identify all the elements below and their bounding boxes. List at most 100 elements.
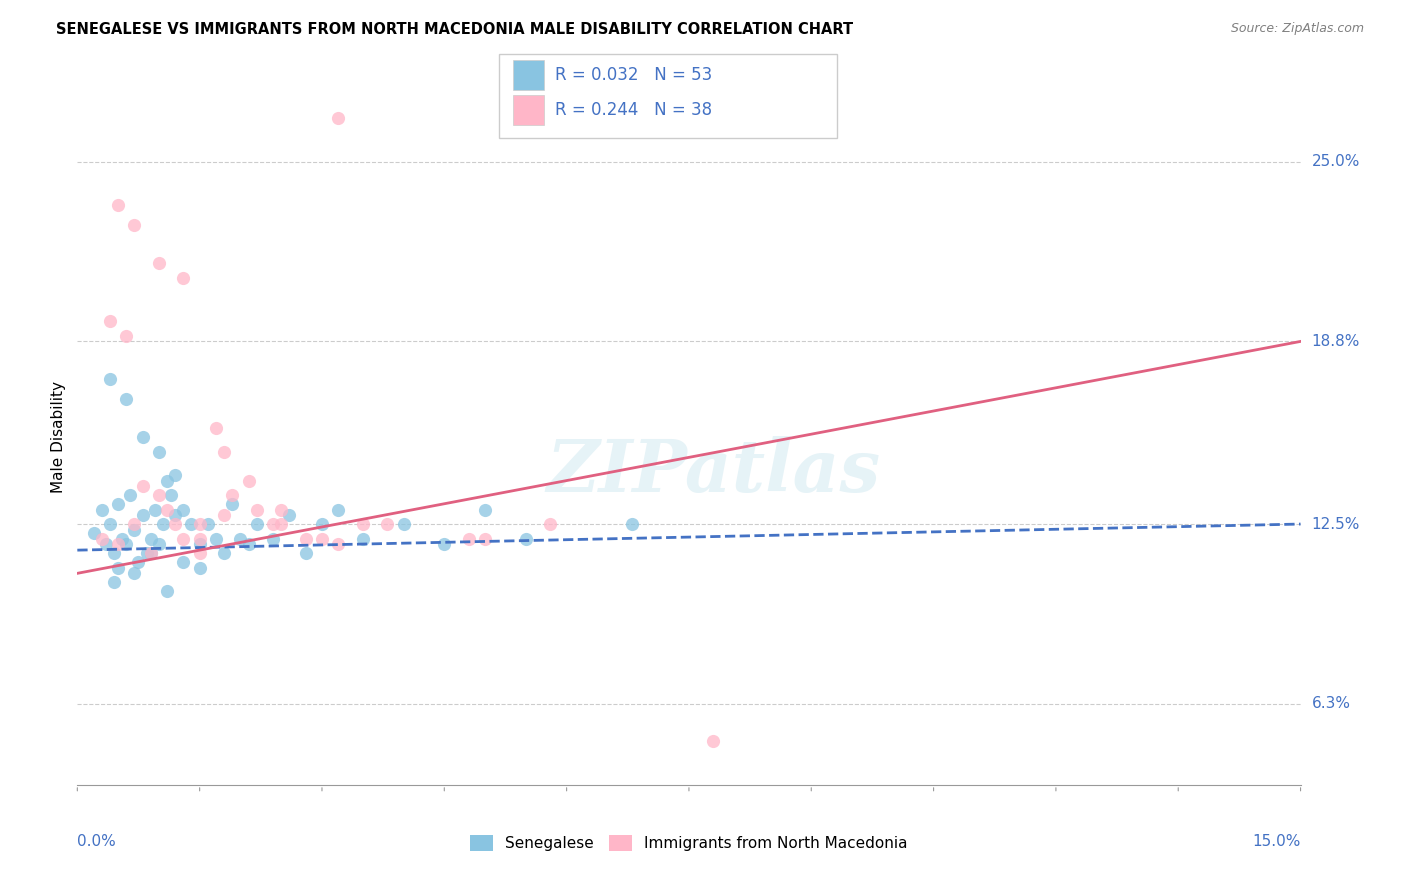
Point xyxy=(172,555,194,569)
Point xyxy=(375,517,398,532)
Point xyxy=(124,219,146,233)
Point xyxy=(131,430,153,444)
Point xyxy=(124,566,146,581)
Text: 6.3%: 6.3% xyxy=(1312,697,1351,711)
Point xyxy=(188,560,211,574)
Point xyxy=(107,198,129,212)
Point xyxy=(98,517,121,532)
Point xyxy=(278,508,301,523)
Point xyxy=(205,421,228,435)
Y-axis label: Male Disability: Male Disability xyxy=(51,381,66,493)
Point xyxy=(238,537,260,551)
Point xyxy=(188,517,211,532)
Point xyxy=(229,532,252,546)
Point xyxy=(294,546,316,560)
Point xyxy=(188,546,211,560)
Point xyxy=(135,546,157,560)
Point xyxy=(221,497,243,511)
Point xyxy=(165,517,187,532)
Point xyxy=(457,532,479,546)
Point xyxy=(156,583,179,598)
Point xyxy=(115,392,138,407)
Point xyxy=(156,474,179,488)
Point xyxy=(238,474,260,488)
Point xyxy=(262,532,284,546)
Point xyxy=(433,537,456,551)
Point xyxy=(111,532,134,546)
Text: Source: ZipAtlas.com: Source: ZipAtlas.com xyxy=(1230,22,1364,36)
Point xyxy=(148,488,170,502)
Point xyxy=(212,546,235,560)
Text: ZIPatlas: ZIPatlas xyxy=(547,436,880,508)
Point xyxy=(702,734,724,748)
Point xyxy=(328,502,350,516)
Point xyxy=(221,488,243,502)
Point xyxy=(188,532,211,546)
Text: R = 0.244   N = 38: R = 0.244 N = 38 xyxy=(555,101,713,119)
Point xyxy=(352,532,374,546)
Point xyxy=(246,517,269,532)
Point xyxy=(172,270,194,285)
Point xyxy=(152,517,174,532)
Point xyxy=(311,517,333,532)
Point xyxy=(127,555,149,569)
Point xyxy=(103,574,125,589)
Point xyxy=(90,502,112,516)
Point xyxy=(156,502,179,516)
Point xyxy=(205,532,228,546)
Point xyxy=(328,112,350,126)
Point xyxy=(270,502,292,516)
Point xyxy=(98,314,121,328)
Point xyxy=(515,532,537,546)
Point xyxy=(148,444,170,458)
Point xyxy=(115,537,138,551)
Point xyxy=(270,517,292,532)
Text: 15.0%: 15.0% xyxy=(1253,834,1301,848)
Point xyxy=(139,532,162,546)
Point xyxy=(474,532,496,546)
Point xyxy=(120,488,142,502)
Point xyxy=(352,517,374,532)
Point xyxy=(94,537,117,551)
Point xyxy=(107,560,129,574)
Point xyxy=(148,256,170,270)
Point xyxy=(165,508,187,523)
Point xyxy=(212,508,235,523)
Point xyxy=(148,537,170,551)
Point xyxy=(115,328,138,343)
Text: 25.0%: 25.0% xyxy=(1312,154,1360,169)
Text: 12.5%: 12.5% xyxy=(1312,516,1360,532)
Point xyxy=(131,508,153,523)
Point xyxy=(172,502,194,516)
Point xyxy=(328,537,350,551)
Point xyxy=(107,537,129,551)
Point xyxy=(139,546,162,560)
Point xyxy=(294,532,316,546)
Text: 18.8%: 18.8% xyxy=(1312,334,1360,349)
Point xyxy=(165,467,187,482)
Point xyxy=(143,502,166,516)
Point xyxy=(311,532,333,546)
Point xyxy=(83,525,105,540)
Point xyxy=(620,517,643,532)
Point xyxy=(103,546,125,560)
Point xyxy=(90,532,112,546)
Point xyxy=(197,517,219,532)
Point xyxy=(212,444,235,458)
Point xyxy=(180,517,202,532)
Point xyxy=(124,517,146,532)
Legend: Senegalese, Immigrants from North Macedonia: Senegalese, Immigrants from North Macedo… xyxy=(464,830,914,857)
Point xyxy=(392,517,415,532)
Point xyxy=(139,546,162,560)
Text: 0.0%: 0.0% xyxy=(77,834,117,848)
Point xyxy=(246,502,269,516)
Point xyxy=(262,517,284,532)
Point xyxy=(160,488,183,502)
Text: R = 0.032   N = 53: R = 0.032 N = 53 xyxy=(555,66,713,84)
Point xyxy=(474,502,496,516)
Point xyxy=(538,517,561,532)
Text: SENEGALESE VS IMMIGRANTS FROM NORTH MACEDONIA MALE DISABILITY CORRELATION CHART: SENEGALESE VS IMMIGRANTS FROM NORTH MACE… xyxy=(56,22,853,37)
Point xyxy=(188,537,211,551)
Point xyxy=(107,497,129,511)
Point xyxy=(131,479,153,493)
